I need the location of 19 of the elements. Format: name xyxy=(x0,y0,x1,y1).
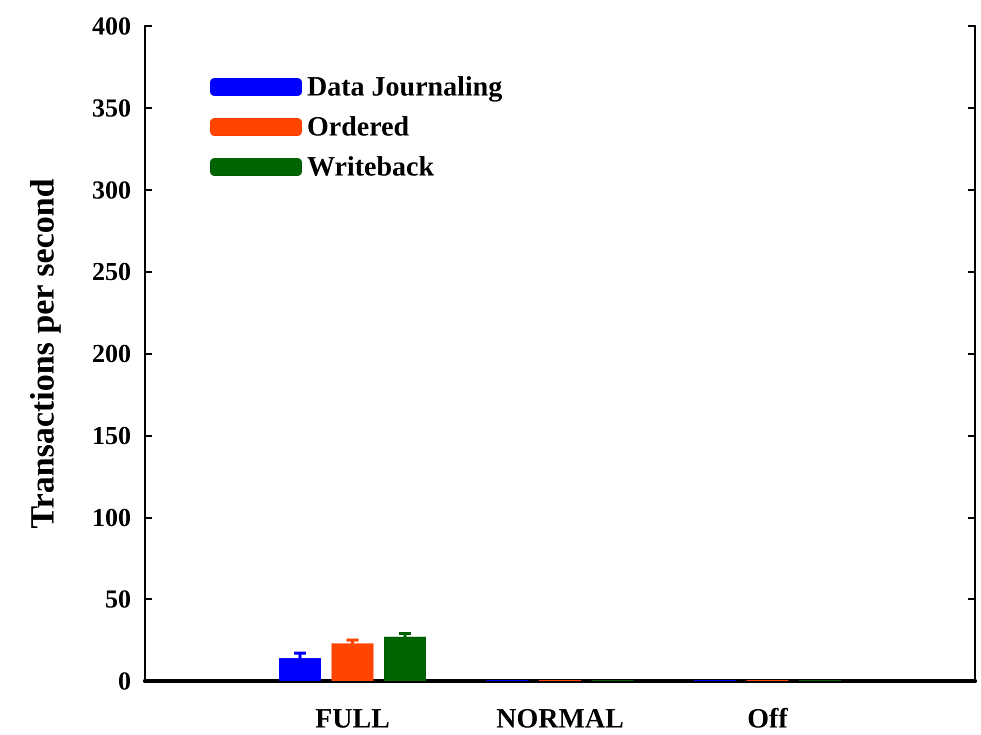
legend-label: Ordered xyxy=(307,112,410,142)
legend-label: Writeback xyxy=(307,152,434,182)
y-tick-label: 400 xyxy=(92,12,131,40)
y-tick-label: 150 xyxy=(92,420,131,450)
y-tick-label: 50 xyxy=(105,584,131,614)
y-tick-label: 250 xyxy=(92,257,131,286)
y-tick-label: 350 xyxy=(92,93,131,122)
y-tick-label: 200 xyxy=(92,339,131,368)
y-tick-label: 0 xyxy=(118,666,131,696)
x-tick-label: FULL xyxy=(315,704,390,734)
bar xyxy=(384,636,426,681)
y-axis-title: Transactions per second xyxy=(24,178,62,529)
bar xyxy=(279,658,321,681)
legend-label: Data Journaling xyxy=(307,72,502,102)
bar xyxy=(332,643,374,681)
y-tick-label: 300 xyxy=(92,175,131,204)
x-tick-label: Off xyxy=(747,704,788,734)
x-tick-label: NORMAL xyxy=(496,704,624,734)
y-tick-label: 100 xyxy=(92,502,131,532)
